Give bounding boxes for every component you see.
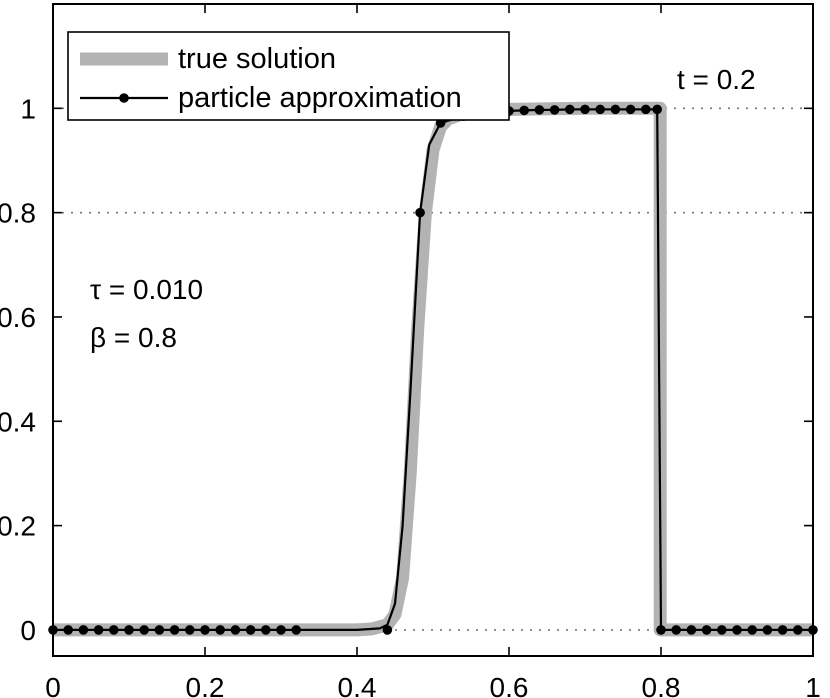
axes-box xyxy=(52,3,814,657)
legend: true solution particle approximation xyxy=(67,31,510,121)
particle-marker xyxy=(701,625,712,635)
particle-marker xyxy=(732,625,742,635)
particle-marker xyxy=(777,625,788,635)
x-tick-label: 0 xyxy=(45,672,61,698)
tau-annotation: τ = 0.010 xyxy=(90,274,203,305)
particle-marker xyxy=(793,625,803,635)
x-tick-label: 1 xyxy=(805,672,821,698)
particle-marker xyxy=(139,625,149,635)
legend-marker-particle-approximation xyxy=(119,93,129,103)
particle-marker xyxy=(109,625,119,635)
particle-marker xyxy=(185,625,195,635)
particle-marker xyxy=(762,625,773,635)
particle-marker xyxy=(245,625,256,635)
legend-label-particle-approximation: particle approximation xyxy=(178,82,462,114)
x-tick-label: 0.4 xyxy=(338,672,377,698)
particle-marker xyxy=(215,625,225,635)
particle-marker xyxy=(565,104,575,115)
particle-marker xyxy=(652,104,662,115)
particle-marker xyxy=(534,105,545,115)
particle-marker xyxy=(276,625,286,635)
y-tick-label: 0.4 xyxy=(0,406,36,437)
particle-marker xyxy=(671,625,681,635)
y-tick-label: 1 xyxy=(20,93,36,124)
particle-marker xyxy=(610,104,621,115)
legend-label-true-solution: true solution xyxy=(178,43,336,75)
particle-marker xyxy=(656,625,666,635)
particle-marker xyxy=(641,104,651,115)
x-tick-label: 0.2 xyxy=(186,672,225,698)
particle-marker xyxy=(291,625,302,635)
y-tick-label: 0.8 xyxy=(0,198,36,229)
particle-marker xyxy=(124,625,134,635)
particle-marker xyxy=(580,104,590,115)
particle-marker xyxy=(747,625,757,635)
time-annotation: t = 0.2 xyxy=(677,64,756,95)
particle-marker xyxy=(261,625,271,635)
y-tick-label: 0 xyxy=(20,615,36,646)
particle-marker xyxy=(717,625,727,635)
particle-marker xyxy=(169,625,180,635)
particle-marker xyxy=(519,105,529,116)
particle-marker xyxy=(230,625,241,635)
y-tick-label: 0.2 xyxy=(0,511,36,542)
particle-marker xyxy=(154,625,165,635)
x-tick-label: 0.8 xyxy=(642,672,681,698)
particle-marker xyxy=(625,104,636,115)
legend-box xyxy=(67,31,510,121)
particle-marker xyxy=(200,625,210,635)
particle-marker xyxy=(415,207,425,218)
x-tick-label: 0.6 xyxy=(490,672,529,698)
particle-marker xyxy=(595,104,605,115)
y-tick-label: 0.6 xyxy=(0,302,36,333)
particle-marker xyxy=(78,625,89,635)
particle-marker xyxy=(686,625,697,635)
ticks: 0 0.2 0.4 0.6 0.8 1 0 0.2 0.4 0.6 0.8 1 xyxy=(0,4,821,698)
particle-marker xyxy=(63,625,73,635)
beta-annotation: β = 0.8 xyxy=(90,322,177,353)
particle-marker xyxy=(549,105,560,115)
particle-marker xyxy=(93,625,104,635)
particle-marker xyxy=(382,625,393,635)
series-layer xyxy=(48,101,818,637)
